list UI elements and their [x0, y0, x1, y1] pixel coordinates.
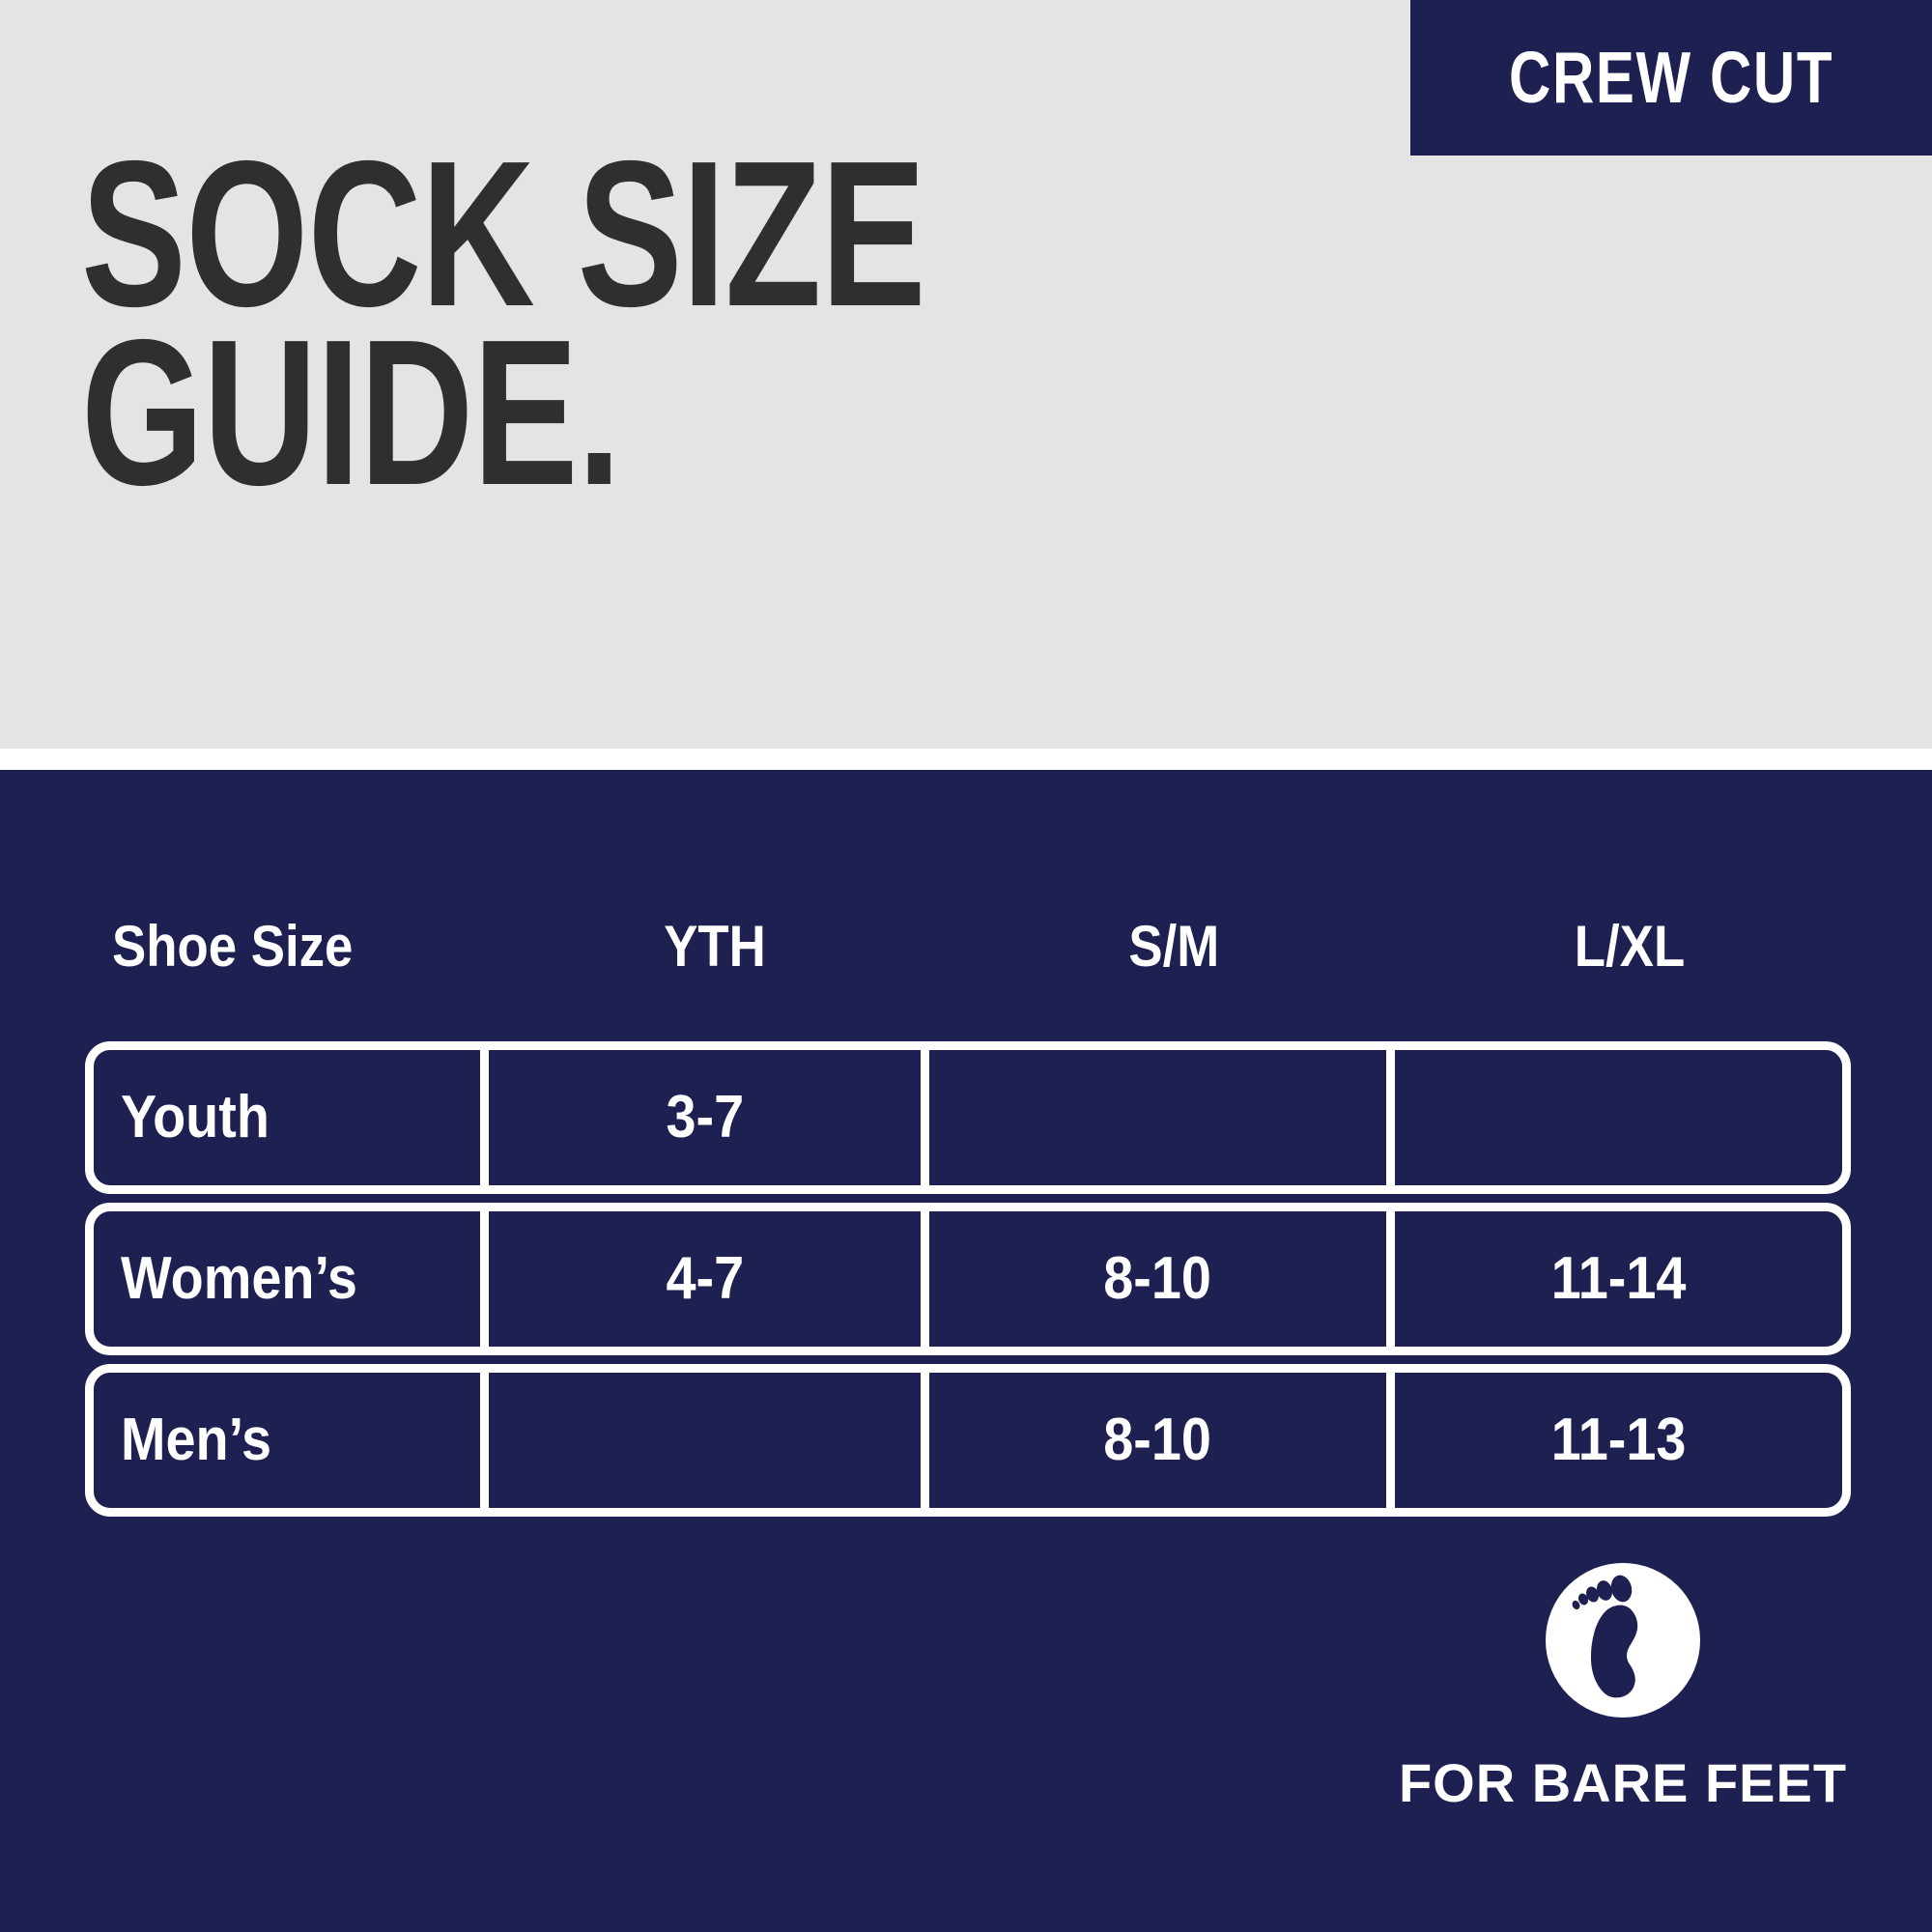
brand-lockup: FOR BARE FEET: [1399, 1563, 1846, 1810]
table-row: Men’s 8-10 11-13: [85, 1364, 1851, 1517]
column-header-sm: S/M: [1127, 914, 1219, 979]
footprint-icon: [1546, 1563, 1700, 1718]
page-title-line-1: SOCK SIZE: [81, 117, 926, 350]
table-row: Youth 3-7: [85, 1041, 1851, 1194]
size-table: Youth 3-7 Women’s 4-7 8-10 11-14 Men’s 8…: [85, 1041, 1851, 1517]
column-header-yth: YTH: [663, 914, 766, 979]
page-title-line-2: GUIDE.: [81, 295, 621, 528]
cell-yth: [489, 1373, 930, 1508]
cell-sm: 8-10: [929, 1211, 1395, 1347]
cell-row-label: Youth: [94, 1050, 490, 1185]
header-panel: CREW CUT SOCK SIZE GUIDE.: [0, 0, 1932, 749]
cell-sm: [929, 1050, 1395, 1185]
table-row: Women’s 4-7 8-10 11-14: [85, 1203, 1851, 1355]
panel-divider: [0, 749, 1932, 770]
cell-row-label: Women’s: [94, 1211, 490, 1347]
cell-lxl: 11-14: [1550, 1245, 1687, 1312]
cell-yth: 4-7: [489, 1211, 930, 1347]
cell-row-label: Men’s: [94, 1373, 490, 1508]
cell-lxl: 11-13: [1550, 1406, 1687, 1473]
cell-sm: 8-10: [929, 1373, 1395, 1508]
crew-cut-badge: CREW CUT: [1410, 0, 1932, 156]
column-header-lxl: L/XL: [1575, 914, 1686, 979]
table-header-row: Shoe Size YTH S/M L/XL: [85, 894, 1851, 1000]
cell-yth: 3-7: [489, 1050, 930, 1185]
column-header-shoe-size: Shoe Size: [112, 914, 354, 979]
cell-lxl: [1395, 1050, 1842, 1185]
brand-name: FOR BARE FEET: [1398, 1752, 1848, 1813]
crew-cut-badge-label: CREW CUT: [1508, 37, 1834, 118]
page-title: SOCK SIZE GUIDE.: [81, 117, 1240, 528]
